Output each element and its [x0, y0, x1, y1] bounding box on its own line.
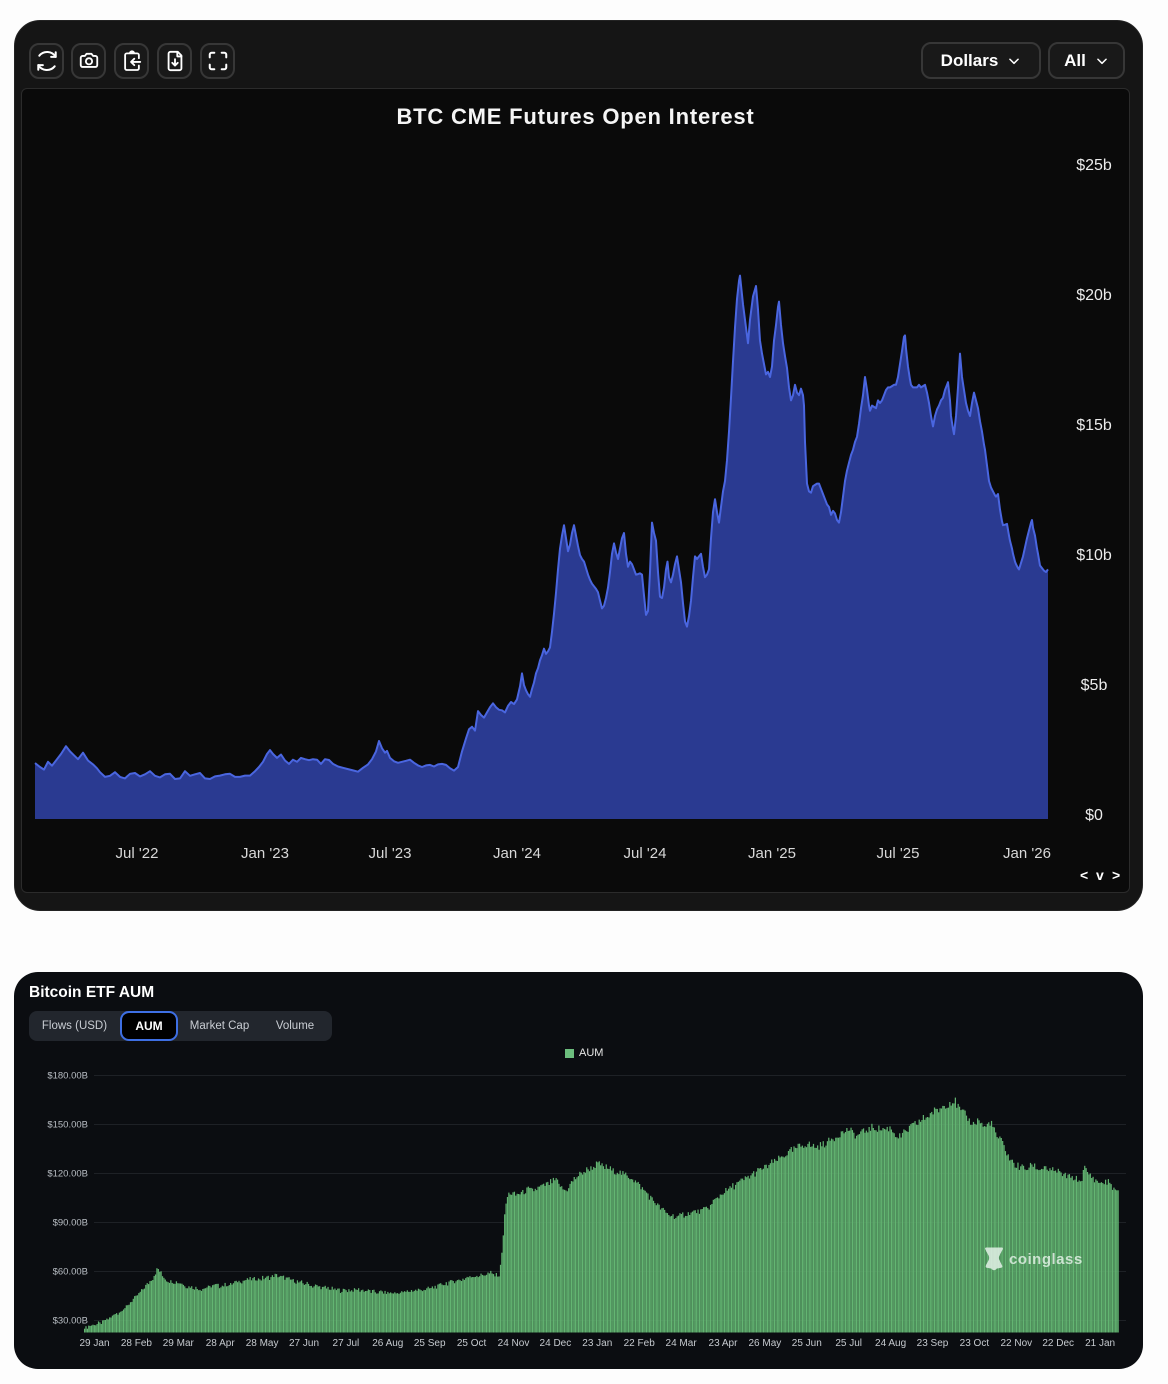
svg-text:23 Sep: 23 Sep: [917, 1338, 949, 1349]
svg-text:24 Nov: 24 Nov: [498, 1338, 530, 1349]
svg-text:25 Jul: 25 Jul: [835, 1338, 862, 1349]
svg-text:$150.00B: $150.00B: [47, 1120, 88, 1131]
svg-text:29 Mar: 29 Mar: [163, 1338, 195, 1349]
svg-text:22 Nov: 22 Nov: [1000, 1338, 1032, 1349]
svg-text:24 Dec: 24 Dec: [540, 1338, 572, 1349]
svg-text:24 Aug: 24 Aug: [875, 1338, 906, 1349]
svg-text:26 Aug: 26 Aug: [372, 1338, 403, 1349]
svg-text:22 Dec: 22 Dec: [1042, 1338, 1074, 1349]
svg-text:$30.00B: $30.00B: [53, 1316, 88, 1327]
svg-text:28 Apr: 28 Apr: [206, 1338, 236, 1349]
svg-text:28 May: 28 May: [246, 1338, 279, 1349]
svg-text:$90.00B: $90.00B: [53, 1218, 88, 1229]
svg-text:$180.00B: $180.00B: [47, 1071, 88, 1082]
svg-text:26 May: 26 May: [749, 1338, 782, 1349]
svg-text:$120.00B: $120.00B: [47, 1169, 88, 1180]
svg-text:25 Oct: 25 Oct: [457, 1338, 487, 1349]
svg-text:21 Jan: 21 Jan: [1085, 1338, 1115, 1349]
svg-text:23 Jan: 23 Jan: [582, 1338, 612, 1349]
svg-text:25 Jun: 25 Jun: [792, 1338, 822, 1349]
svg-text:$60.00B: $60.00B: [53, 1267, 88, 1278]
svg-text:28 Feb: 28 Feb: [121, 1338, 153, 1349]
svg-text:24 Mar: 24 Mar: [666, 1338, 698, 1349]
svg-text:22 Feb: 22 Feb: [624, 1338, 656, 1349]
svg-text:29 Jan: 29 Jan: [79, 1338, 109, 1349]
svg-text:27 Jul: 27 Jul: [333, 1338, 360, 1349]
svg-text:23 Apr: 23 Apr: [709, 1338, 739, 1349]
svg-text:27 Jun: 27 Jun: [289, 1338, 319, 1349]
svg-text:23 Oct: 23 Oct: [960, 1338, 990, 1349]
svg-text:25 Sep: 25 Sep: [414, 1338, 446, 1349]
